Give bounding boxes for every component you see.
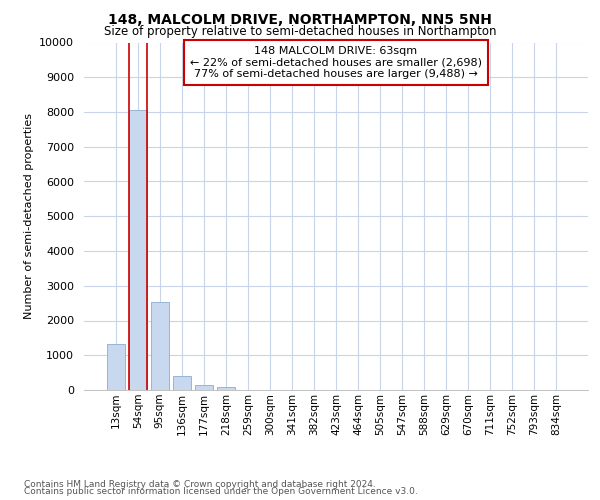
Bar — [195, 386, 212, 390]
Y-axis label: Number of semi-detached properties: Number of semi-detached properties — [24, 114, 34, 320]
Text: 148, MALCOLM DRIVE, NORTHAMPTON, NN5 5NH: 148, MALCOLM DRIVE, NORTHAMPTON, NN5 5NH — [108, 12, 492, 26]
Bar — [129, 110, 146, 390]
Text: 148 MALCOLM DRIVE: 63sqm
← 22% of semi-detached houses are smaller (2,698)
77% o: 148 MALCOLM DRIVE: 63sqm ← 22% of semi-d… — [190, 46, 482, 79]
Bar — [151, 302, 169, 390]
Bar — [107, 344, 125, 390]
Bar — [217, 386, 235, 390]
Text: Contains HM Land Registry data © Crown copyright and database right 2024.: Contains HM Land Registry data © Crown c… — [24, 480, 376, 489]
Text: Size of property relative to semi-detached houses in Northampton: Size of property relative to semi-detach… — [104, 25, 496, 38]
Bar — [173, 376, 191, 390]
Text: Contains public sector information licensed under the Open Government Licence v3: Contains public sector information licen… — [24, 487, 418, 496]
